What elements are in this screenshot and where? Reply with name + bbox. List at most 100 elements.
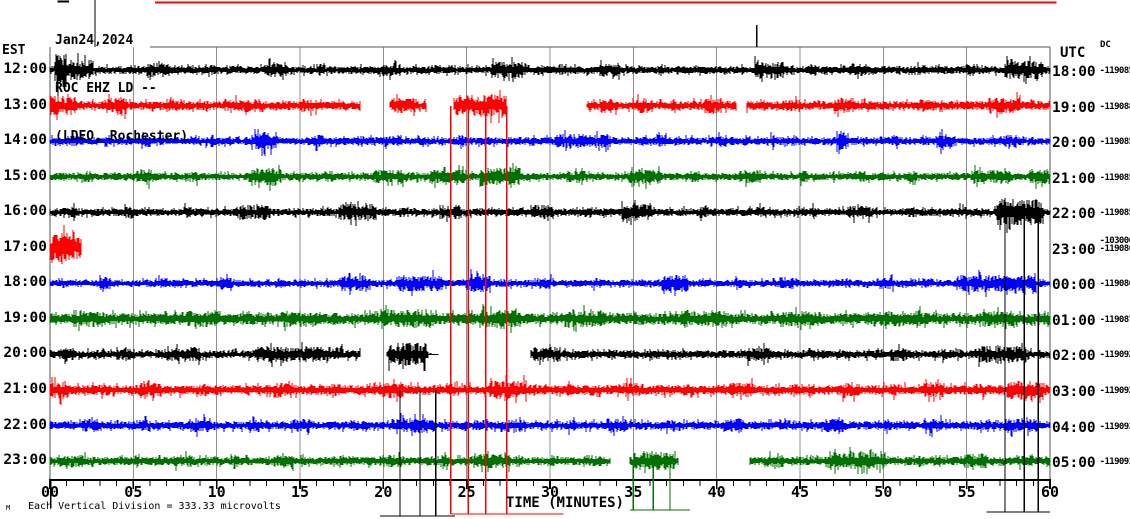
x-tick-label: 05 [124, 483, 143, 501]
x-tick-label: 45 [790, 483, 810, 501]
dc-value-wrap: -1190857 [1100, 165, 1130, 184]
dc-value: -1190915 [1099, 457, 1130, 468]
utc-time-label: 05:00 [1052, 455, 1096, 472]
x-tick-label: 35 [624, 483, 643, 501]
utc-time-label: 19:00 [1052, 99, 1096, 116]
est-time-label: 22:00 [3, 416, 47, 433]
utc-time-label: 00:00 [1052, 277, 1096, 294]
x-tick-label: 20 [374, 483, 393, 501]
utc-row-label: 21:00-1190857 [1052, 168, 1130, 187]
header-station: ROC EHZ LD -- [55, 81, 157, 96]
utc-row-label: 23:00-1190864-1030061 [1052, 236, 1130, 258]
seismo-trace-1500 [49, 163, 1051, 191]
est-time-label: 21:00 [3, 380, 47, 397]
utc-row-label: 01:00-1190873 [1052, 310, 1130, 329]
seismo-trace-1800 [49, 269, 1051, 297]
utc-time-label: 18:00 [1052, 64, 1096, 80]
est-time-label: 17:00 [3, 238, 47, 255]
dc-value: -1190864 [1099, 243, 1130, 254]
dc-value: -1190857 [1099, 172, 1130, 183]
utc-row-label: 05:00-1190915 [1052, 452, 1130, 471]
est-time-label: 23:00 [3, 452, 47, 469]
x-tick-label: 40 [707, 483, 726, 501]
utc-time-label: 04:00 [1052, 419, 1096, 436]
est-time-label: 13:00 [3, 96, 47, 113]
dc-value-wrap: -1190855 [1100, 200, 1130, 219]
est-time-label: 19:00 [3, 309, 47, 326]
x-tick-label: 25 [457, 483, 476, 501]
header-block: Jan24,2024 ROC EHZ LD -- (LDEO, Rocheste… [55, 1, 188, 177]
header-network: (LDEO, Rochester) [55, 129, 189, 144]
x-tick-label: 55 [957, 483, 976, 501]
x-tick-label: 10 [207, 483, 226, 501]
dc-value: -1190925 [1099, 385, 1130, 396]
dc-value: -1190859 [1099, 137, 1130, 148]
utc-time-label: 20:00 [1052, 135, 1096, 152]
x-tick-label: 30 [540, 483, 560, 501]
utc-time-label: 03:00 [1052, 383, 1096, 400]
x-tick-label: 00 [40, 483, 60, 501]
dc-value-wrap: -1190856 [1100, 58, 1130, 77]
dc-value-wrap: -1190859 [1100, 129, 1130, 148]
utc-row-label: 04:00-1190934 [1052, 417, 1130, 436]
x-tick-label: 50 [874, 483, 893, 501]
seismo-trace-1900 [49, 304, 1051, 333]
header-date: Jan24,2024 [55, 33, 134, 48]
est-time-label: 15:00 [3, 167, 47, 184]
dc-value: -1190866 [1099, 279, 1130, 290]
seismo-trace-2200 [49, 413, 1051, 437]
dc-value-wrap: -1190866 [1100, 271, 1130, 290]
seismo-trace-1700 [49, 225, 82, 264]
est-time-labels: 12:00 13:00 14:00 15:00 16:00 17:00 18:00 19:00… [0, 0, 48, 519]
x-tick-label: 60 [1040, 483, 1060, 501]
dc-value-wrap: -1190915 [1100, 449, 1130, 468]
left-axis-title: EST [2, 43, 26, 58]
est-time-label: 12:00 [3, 61, 47, 77]
utc-row-label: 00:00-1190866 [1052, 274, 1130, 293]
seismo-trace-1300 [49, 90, 1051, 123]
dc-value: -1190873 [1099, 314, 1130, 325]
utc-row-label: 20:00-1190859 [1052, 132, 1130, 151]
est-time-label: 18:00 [3, 274, 47, 291]
dc-value-wrap: -1190925 [1100, 378, 1130, 397]
seismo-trace-1200 [49, 53, 1051, 98]
dc-value: -1190883 [1099, 101, 1130, 112]
utc-row-label: 02:00-1190921 [1052, 345, 1130, 364]
utc-time-label: 23:00 [1052, 241, 1096, 258]
seismo-trace-1600 [49, 198, 1051, 233]
dc-value-wrap: -1190921 [1100, 342, 1130, 361]
scale-note: Each Vertical Division = 333.33 microvol… [28, 501, 281, 512]
utc-time-label: 01:00 [1052, 312, 1096, 329]
utc-time-label: 22:00 [1052, 206, 1096, 223]
dc-value-wrap: -1190864-1030061 [1100, 236, 1130, 255]
dc-value-overlap: -1030061 [1099, 235, 1130, 246]
dc-value: -1190934 [1099, 421, 1130, 432]
dc-value-wrap: -1190934 [1100, 414, 1130, 433]
utc-time-label: 02:00 [1052, 348, 1096, 365]
utc-row-label: 22:00-1190855 [1052, 203, 1130, 222]
x-tick-label: 15 [290, 483, 310, 501]
dc-value: -1190921 [1099, 350, 1130, 361]
dc-value-wrap: -1190883 [1100, 94, 1130, 113]
seismo-trace-2100 [49, 375, 1051, 405]
corner-mark: M [6, 504, 11, 512]
time-axis-label: TIME (MINUTES) [505, 495, 624, 511]
utc-row-label: 19:00-1190883 [1052, 97, 1130, 116]
est-time-label: 14:00 [3, 132, 47, 149]
dc-column-title: DC [1100, 40, 1111, 50]
dc-value-wrap: -1190873 [1100, 307, 1130, 326]
est-time-label: 16:00 [3, 203, 47, 220]
seismo-trace-2300 [49, 447, 1051, 474]
seismo-trace-2000 [49, 342, 1051, 371]
utc-row-label: 03:00-1190925 [1052, 381, 1130, 400]
dc-value: -1190855 [1099, 208, 1130, 219]
dc-value: -1190856 [1099, 66, 1130, 76]
right-axis-title: UTC [1060, 45, 1086, 61]
est-time-label: 20:00 [3, 345, 47, 362]
seismo-trace-1400 [49, 129, 1051, 156]
utc-row-label: 18:00-1190856 [1052, 61, 1130, 80]
utc-time-label: 21:00 [1052, 170, 1096, 187]
